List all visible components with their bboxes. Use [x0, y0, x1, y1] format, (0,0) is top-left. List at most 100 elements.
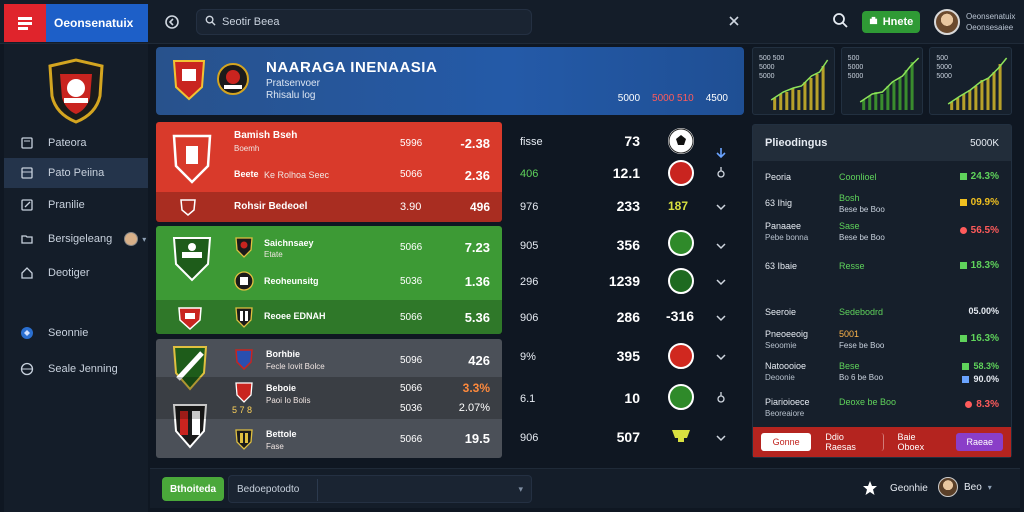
- hero-stat: 4500: [705, 93, 728, 104]
- sidebar-item-pateora[interactable]: Pateora: [4, 128, 148, 158]
- standings-row[interactable]: 63 Ibaie Resse 18.3%: [753, 257, 1011, 289]
- filter-select[interactable]: Bedoepotodto ▾: [228, 475, 532, 503]
- standings-group: Sase: [839, 221, 860, 231]
- match-odds: 3.3%: [462, 381, 490, 395]
- search-bar[interactable]: [196, 9, 532, 35]
- column-stat: 296: [520, 276, 539, 288]
- sidebar-item-label: Pranilie: [48, 199, 85, 211]
- team-name: Reoee EDNAH: [264, 311, 326, 321]
- standings-row[interactable]: Piarioioece Beoreaiore Deoxe be Boo 8.3%: [753, 397, 1011, 429]
- sidebar-item-seonnie[interactable]: Seonnie: [4, 318, 148, 348]
- match-row[interactable]: Rohsir Bedeoel 3.90 496: [156, 192, 502, 222]
- chevron-down-icon[interactable]: [714, 239, 728, 253]
- sidebar-item-seale-jenning[interactable]: Seale Jenning: [4, 354, 148, 384]
- filter-tab[interactable]: Ddio Raesas: [817, 432, 884, 452]
- arrow-down-icon[interactable]: [714, 146, 728, 160]
- search-icon: [205, 13, 216, 31]
- match-row[interactable]: Bettole Fase 5066 19.5: [156, 423, 502, 455]
- team-crest-icon: [234, 348, 254, 371]
- sidebar-item-label: Bersigeleang: [48, 233, 113, 245]
- mini-chart[interactable]: 500 5000 5000: [840, 47, 924, 115]
- chevron-down-icon: ▾: [987, 482, 992, 492]
- chevron-down-icon[interactable]: [714, 350, 728, 364]
- team-name: Beboie: [266, 383, 297, 393]
- folder-icon: [20, 232, 34, 246]
- match-row[interactable]: Borhbie Fecle Iovit Bolce 5096 426: [156, 343, 502, 375]
- match-odds: 5.36: [464, 310, 490, 325]
- chevron-down-icon[interactable]: [714, 431, 728, 445]
- trophy-icon: [668, 428, 694, 444]
- sidebar-item-pato-peiina[interactable]: Pato Peiina: [4, 158, 148, 188]
- standings-row[interactable]: 63 Ihig Bosh Bese be Boo 09.9%: [753, 193, 1011, 225]
- match-row[interactable]: Reoee EDNAH 5066 5.36: [156, 300, 502, 334]
- hero-subtitle: Pratsenvoer: [266, 78, 320, 89]
- match-group-gray: Borhbie Fecle Iovit Bolce 5096 426 Beboi…: [156, 339, 502, 458]
- match-group-green: Saichnsaey Etate 5066 7.23 Reoheunsitg 5…: [156, 226, 502, 334]
- close-icon[interactable]: [728, 14, 742, 28]
- star-icon[interactable]: [862, 480, 880, 498]
- sidebar-item-deotiger[interactable]: Deotiger: [4, 258, 148, 288]
- action-button[interactable]: Raeae: [956, 433, 1003, 451]
- column-stat: 9%: [520, 351, 536, 363]
- mini-chart[interactable]: 500 500 5000 5000: [752, 47, 835, 115]
- standings-group: 5001: [839, 329, 860, 339]
- team-name: Reoheunsitg: [264, 276, 319, 286]
- match-row[interactable]: Beboie Paoi Io Bolis 5 7 8 5066 3.3% 503…: [156, 377, 502, 419]
- primary-button[interactable]: Bthoiteda: [162, 477, 224, 501]
- match-row[interactable]: Beete Ke Rolhoa Seec 5066 2.36: [156, 160, 502, 190]
- brand-name: Oeonsenatuix: [54, 16, 134, 30]
- standings-row[interactable]: Panaaee Pebe bonna Sase Bese be Boo 56.5…: [753, 221, 1011, 253]
- sidebar-item-label: Seonnie: [48, 327, 89, 339]
- standings-group-sub: Bese be Boo: [839, 233, 885, 242]
- sidebar-item-pranilie[interactable]: Pranilie: [4, 190, 148, 220]
- column-score: 1239: [608, 273, 640, 289]
- user-subtitle: Oeonsesaiee: [966, 23, 1014, 32]
- standings-name: Peoria: [765, 172, 792, 182]
- standings-group: Bosh: [839, 193, 860, 203]
- column-score: 507: [616, 429, 640, 445]
- standings-title: Plieodingus: [765, 137, 828, 149]
- column-stat: 905: [520, 240, 539, 252]
- match-odds: 2.36: [464, 168, 490, 183]
- standings-row[interactable]: Pneoeeoig Seoomie 5001 Fese be Boo 16.3%: [753, 329, 1011, 361]
- favorites-label[interactable]: Geonhie: [890, 483, 928, 494]
- sidebar-item-bersigeleang[interactable]: Bersigeleang ▾: [4, 224, 148, 254]
- chevron-down-icon: ▾: [142, 234, 147, 244]
- rate-value: 58.3%: [973, 361, 999, 371]
- chevron-down-icon[interactable]: [714, 200, 728, 214]
- search-input[interactable]: [222, 16, 512, 28]
- team-shield-icon: [172, 132, 212, 184]
- team-name: Bettole: [266, 429, 297, 439]
- chevron-down-icon[interactable]: [714, 275, 728, 289]
- bottom-bar: Bthoiteda Bedoepotodto ▾ Geonhie Beo ▾: [150, 468, 1020, 508]
- info-icon[interactable]: [714, 165, 728, 179]
- user-menu[interactable]: Beo ▾: [938, 477, 992, 497]
- filter-button[interactable]: Gonne: [761, 433, 812, 451]
- column-stat: 976: [520, 201, 539, 213]
- match-row[interactable]: Bamish Bseh Boemh 5996 -2.38: [156, 126, 502, 160]
- sidebar-item-label: Seale Jenning: [48, 363, 118, 375]
- match-stat: 5096: [400, 355, 423, 366]
- brand[interactable]: Oeonsenatuix: [4, 4, 148, 42]
- select-value: Bedoepotodto: [237, 483, 300, 495]
- mini-chart[interactable]: 500 5000 5000: [929, 47, 1013, 115]
- standings-row[interactable]: Seeroie Sedebodrd 05.00%: [753, 303, 1011, 335]
- team-name: Saichnsaey: [264, 238, 314, 248]
- info-icon[interactable]: [714, 390, 728, 404]
- standings-row[interactable]: Natoooioe Deoonie Bese Bo 6 be Boo 58.3%…: [753, 361, 1011, 393]
- match-row[interactable]: Reoheunsitg 5036 1.36: [156, 266, 502, 296]
- user-menu[interactable]: Oeonsenatuix Oeonsesaiee: [934, 8, 1020, 36]
- team-name: Borhbie: [266, 349, 301, 359]
- mini-chart-label: 500 500 5000 5000: [759, 55, 785, 80]
- search-icon[interactable]: [832, 12, 850, 30]
- chevron-down-icon[interactable]: [714, 311, 728, 325]
- home-button[interactable]: Hnete: [862, 11, 920, 33]
- back-icon[interactable]: [162, 12, 182, 32]
- standings-group: Resse: [839, 261, 865, 271]
- standings-name: Natoooioe: [765, 361, 807, 371]
- match-row[interactable]: Saichnsaey Etate 5066 7.23: [156, 230, 502, 264]
- standings-row[interactable]: Peoria Coonlioel 24.3%: [753, 167, 1011, 199]
- team-crest-icon: [234, 270, 254, 292]
- filter-tab[interactable]: Baie Oboex: [897, 432, 925, 452]
- home-icon: [869, 16, 878, 28]
